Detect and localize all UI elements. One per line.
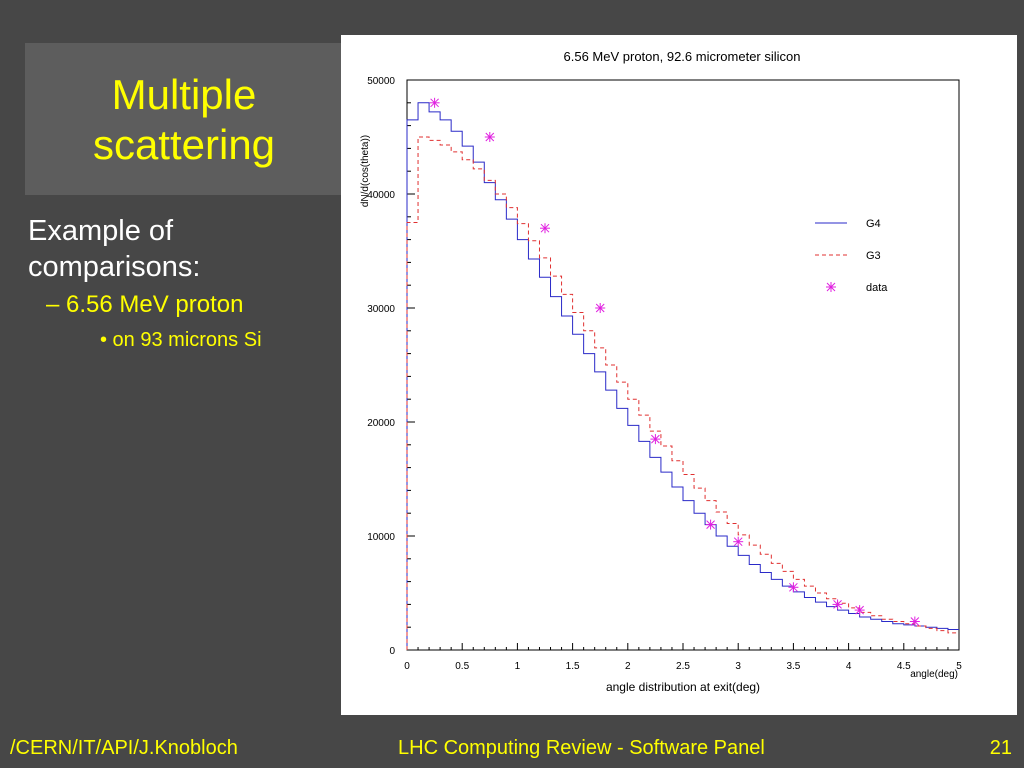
x-tick-label: 2 xyxy=(625,661,631,672)
series-group xyxy=(406,97,959,650)
y-tick-label: 20000 xyxy=(367,418,395,429)
y-tick-label: 30000 xyxy=(367,304,395,315)
legend-label-g4: G4 xyxy=(866,218,881,230)
slide-title-line2: scattering xyxy=(92,121,276,168)
x-tick-label: 1 xyxy=(515,661,521,672)
legend-label-g3: G3 xyxy=(866,250,881,262)
chart-svg: 6.56 MeV proton, 92.6 micrometer silicon… xyxy=(360,49,962,694)
y-tick-label: 50000 xyxy=(367,76,395,87)
chart-panel: 6.56 MeV proton, 92.6 micrometer silicon… xyxy=(341,35,1017,715)
title-box xyxy=(25,43,343,195)
x-tick-label: 1.5 xyxy=(566,661,580,672)
bullet-level3: • on 93 microns Si xyxy=(100,329,262,351)
y-axis-label: dN/d(cos(theta)) xyxy=(360,135,371,207)
data-point xyxy=(429,97,440,108)
bullet-level2: – 6.56 MeV proton xyxy=(46,291,244,318)
chart-title: 6.56 MeV proton, 92.6 micrometer silicon xyxy=(564,49,801,64)
axes: 0 0.5 1 1.5 2 2.5 3 3.5 4 4.5 5 0 10000 20000 30000 400… xyxy=(367,76,962,672)
slide-title: Multiple scattering xyxy=(25,70,343,170)
legend-label-data: data xyxy=(866,282,888,294)
data-point xyxy=(788,582,799,593)
x-tick-label: 4 xyxy=(846,661,852,672)
x-tick-label: 3 xyxy=(735,661,741,672)
footer-author: /CERN/IT/API/J.Knobloch xyxy=(10,737,238,759)
data-point xyxy=(595,303,606,313)
y-tick-label: 40000 xyxy=(367,190,395,201)
y-tick-label: 10000 xyxy=(367,532,395,543)
x-tick-label: 5 xyxy=(956,661,962,672)
data-point xyxy=(705,519,716,530)
data-point xyxy=(484,132,495,142)
bullet-level1: Example of comparisons: xyxy=(28,215,201,283)
legend-marker-data xyxy=(826,282,836,292)
series-g4-line xyxy=(406,102,959,650)
x-axis-label: angle distribution at exit(deg) xyxy=(606,680,760,694)
x-tick-label: 3.5 xyxy=(786,661,800,672)
data-point xyxy=(909,616,920,627)
data-point xyxy=(854,605,865,616)
series-g3-line xyxy=(406,136,959,650)
footer-title: LHC Computing Review - Software Panel xyxy=(398,737,765,759)
x-tick-label: 0 xyxy=(404,661,410,672)
bullet-list: Example of comparisons: – 6.56 MeV proto… xyxy=(28,213,338,352)
data-point xyxy=(832,599,843,610)
data-point xyxy=(650,434,661,445)
x-tick-label: 0.5 xyxy=(455,661,469,672)
legend: G4 G3 data xyxy=(815,218,888,294)
slide-title-line1: Multiple xyxy=(111,71,257,118)
x-tick-label: 2.5 xyxy=(676,661,690,672)
x-tick-label: 4.5 xyxy=(897,661,911,672)
data-point xyxy=(540,223,550,234)
data-point xyxy=(733,536,744,547)
y-tick-label: 0 xyxy=(389,646,395,657)
plot-frame xyxy=(406,79,960,651)
x-axis-end-label: angle(deg) xyxy=(910,669,958,680)
footer-page-number: 21 xyxy=(989,737,1012,759)
